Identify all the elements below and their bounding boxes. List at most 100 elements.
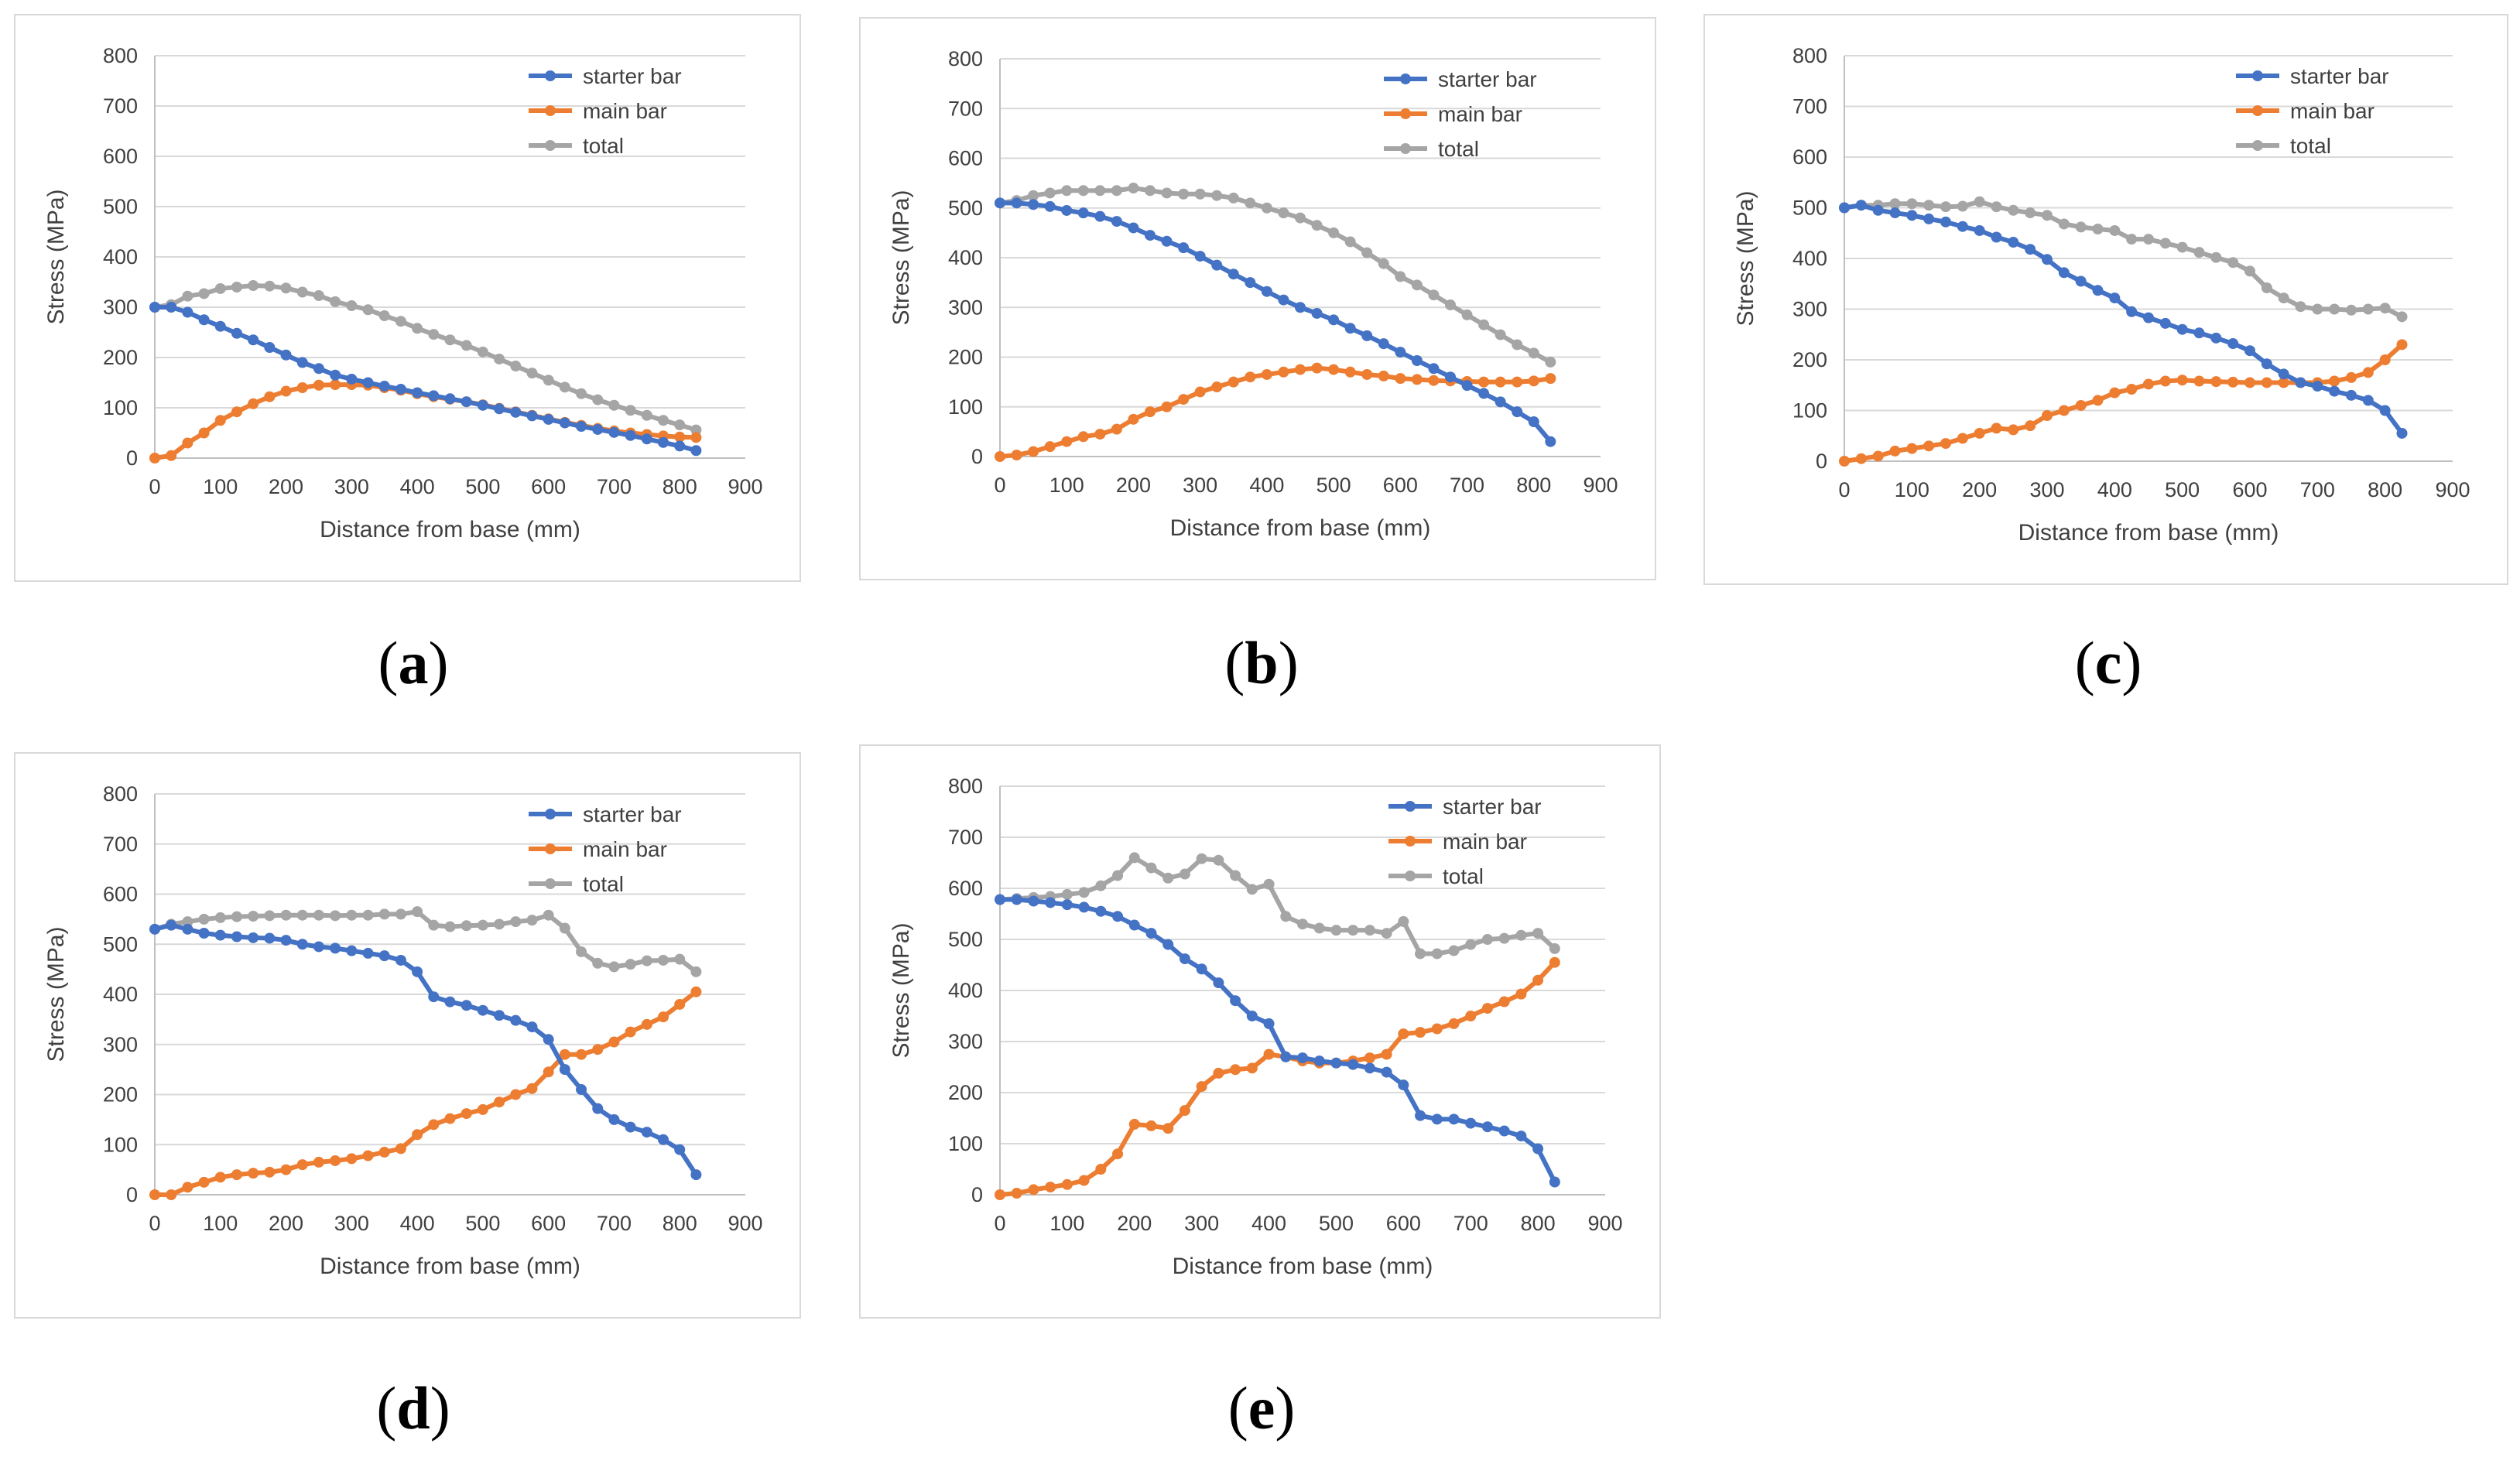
data-point bbox=[412, 966, 423, 977]
data-point bbox=[231, 406, 242, 418]
data-point bbox=[608, 1114, 620, 1125]
data-point bbox=[346, 945, 358, 956]
y-tick-label: 0 bbox=[971, 445, 983, 468]
data-point bbox=[2278, 368, 2289, 380]
data-point bbox=[1549, 956, 1560, 968]
x-tick-label: 700 bbox=[597, 475, 632, 498]
data-point bbox=[1045, 897, 1056, 908]
data-point bbox=[280, 1164, 292, 1175]
data-point bbox=[543, 1034, 554, 1045]
x-tick-label: 100 bbox=[1049, 1212, 1084, 1235]
data-point bbox=[1991, 201, 2002, 213]
data-point bbox=[461, 920, 472, 932]
data-point bbox=[296, 286, 308, 298]
x-tick-label: 600 bbox=[531, 475, 566, 498]
data-point bbox=[559, 381, 570, 393]
data-point bbox=[1278, 207, 1289, 219]
x-tick-label: 800 bbox=[1516, 474, 1551, 497]
x-tick-label: 900 bbox=[728, 475, 762, 498]
data-point bbox=[1145, 1120, 1157, 1131]
y-axis-label: Stress (MPa) bbox=[43, 926, 69, 1062]
x-tick-label: 200 bbox=[1117, 1212, 1152, 1235]
data-point bbox=[543, 1066, 554, 1078]
data-point bbox=[559, 922, 570, 934]
x-tick-label: 400 bbox=[1251, 1212, 1286, 1235]
data-point bbox=[674, 953, 686, 965]
x-axis-label: Distance from base (mm) bbox=[1170, 515, 1431, 541]
data-point bbox=[1162, 1123, 1174, 1134]
data-point bbox=[166, 919, 177, 931]
data-point bbox=[1263, 1018, 1275, 1029]
data-point bbox=[608, 426, 620, 438]
data-point bbox=[1940, 438, 1951, 450]
y-tick-label: 800 bbox=[103, 782, 138, 806]
data-point bbox=[313, 363, 324, 375]
x-tick-label: 900 bbox=[2435, 478, 2470, 501]
y-tick-label: 400 bbox=[1792, 247, 1827, 270]
data-point bbox=[641, 409, 652, 421]
y-tick-label: 800 bbox=[1792, 44, 1827, 67]
data-point bbox=[313, 1156, 324, 1168]
x-tick-label: 0 bbox=[149, 475, 160, 498]
data-point bbox=[1461, 309, 1473, 320]
data-point bbox=[248, 398, 259, 409]
series-line-total bbox=[1844, 199, 2403, 319]
data-point bbox=[378, 908, 390, 920]
y-tick-label: 100 bbox=[948, 395, 983, 419]
data-point bbox=[1278, 366, 1289, 378]
data-point bbox=[412, 387, 423, 399]
data-point bbox=[674, 1144, 686, 1155]
data-point bbox=[2379, 303, 2391, 314]
legend-marker bbox=[545, 140, 556, 151]
data-point bbox=[2058, 218, 2070, 230]
data-point bbox=[1011, 894, 1022, 905]
data-point bbox=[264, 932, 276, 944]
data-point bbox=[2227, 338, 2239, 350]
data-point bbox=[313, 941, 324, 953]
caption-c: (c) bbox=[2074, 629, 2142, 696]
x-tick-label: 0 bbox=[149, 1212, 160, 1235]
data-point bbox=[510, 916, 522, 928]
data-point bbox=[1311, 220, 1323, 231]
data-point bbox=[444, 334, 456, 346]
data-point bbox=[1481, 934, 1493, 945]
caption-a: (a) bbox=[378, 629, 449, 696]
data-point bbox=[2025, 244, 2036, 255]
data-point bbox=[1923, 440, 1935, 452]
legend-label: starter bar bbox=[583, 802, 682, 826]
data-point bbox=[2159, 317, 2171, 329]
data-point bbox=[1095, 1164, 1107, 1175]
data-point bbox=[1145, 185, 1156, 197]
data-point bbox=[1495, 396, 1506, 408]
legend-marker bbox=[2252, 140, 2263, 151]
legend-marker bbox=[545, 843, 556, 854]
data-point bbox=[1957, 221, 1968, 232]
y-axis-label: Stress (MPa) bbox=[43, 189, 69, 324]
data-point bbox=[1431, 1023, 1443, 1035]
data-point bbox=[2227, 376, 2239, 388]
data-point bbox=[2379, 354, 2391, 365]
data-point bbox=[2346, 371, 2357, 383]
data-point bbox=[1230, 870, 1241, 881]
data-point bbox=[1061, 436, 1073, 447]
series-line-main-bar bbox=[155, 990, 698, 1197]
data-point bbox=[2042, 410, 2053, 422]
data-point bbox=[395, 1143, 406, 1155]
data-point bbox=[362, 1150, 374, 1161]
data-point bbox=[608, 1036, 620, 1048]
x-tick-label: 700 bbox=[1453, 1212, 1488, 1235]
y-tick-label: 200 bbox=[103, 1083, 138, 1107]
series-line-starter-bar bbox=[1844, 203, 2404, 435]
data-point bbox=[1213, 854, 1224, 866]
data-point bbox=[1839, 202, 1850, 214]
data-point bbox=[428, 329, 440, 340]
data-point bbox=[198, 1176, 210, 1188]
data-point bbox=[1311, 307, 1323, 319]
data-point bbox=[362, 947, 374, 959]
data-point bbox=[1347, 1059, 1359, 1070]
data-point bbox=[1230, 995, 1241, 1007]
caption-d: (d) bbox=[376, 1374, 450, 1442]
data-point bbox=[1145, 230, 1156, 241]
x-tick-label: 200 bbox=[269, 1212, 303, 1235]
series-line-starter-bar bbox=[155, 305, 697, 453]
